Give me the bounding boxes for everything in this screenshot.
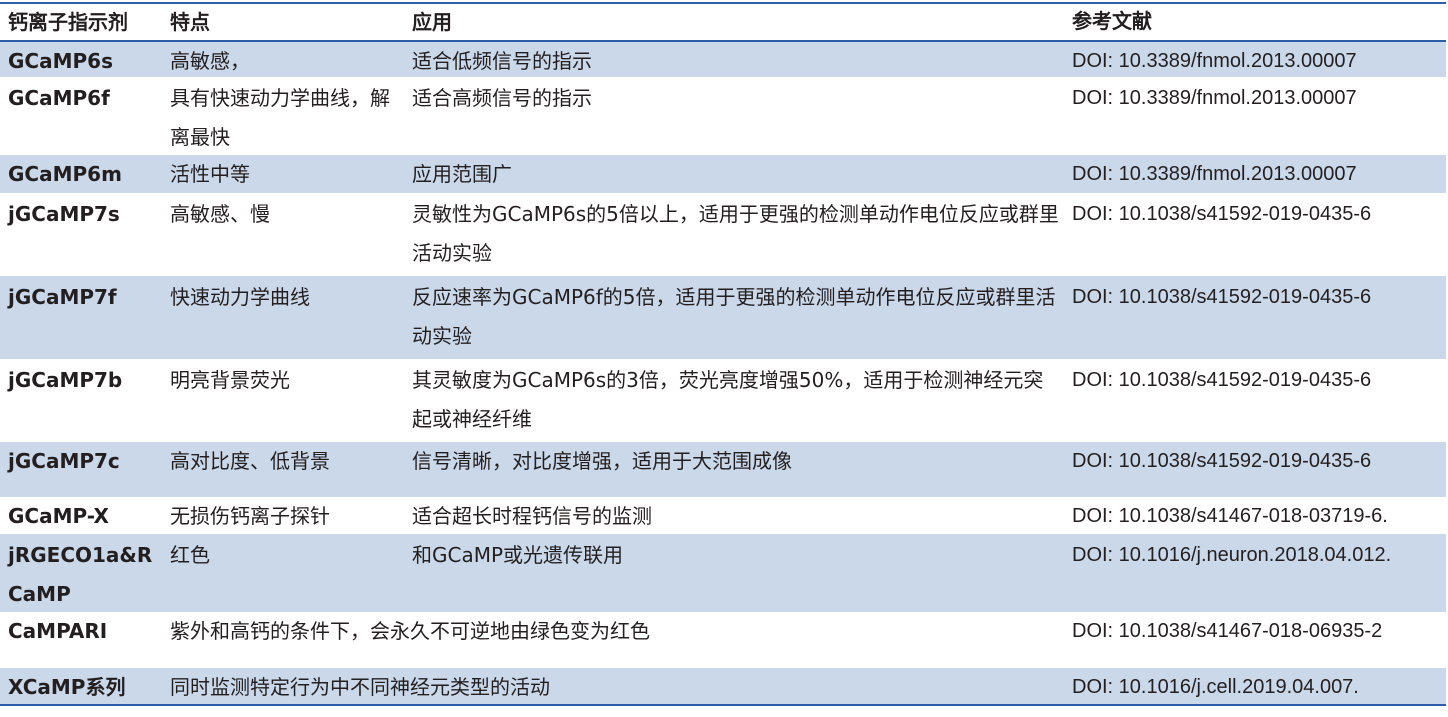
- feature-cell: 红色: [170, 543, 210, 567]
- table-row: GCaMP6s 高敏感， 适合低频信号的指示 DOI: 10.3389/fnmol.2…: [0, 42, 1446, 77]
- reference-cell: DOI: 10.1038/s41592-019-0435-6: [1072, 369, 1372, 391]
- reference-cell: DOI: 10.3389/fnmol.2013.00007: [1072, 87, 1357, 109]
- application-cell: 和GCaMP或光遗传联用: [412, 543, 624, 567]
- indicator-name: jRGECO1a&RCaMP: [8, 543, 153, 606]
- application-cell: 信号清晰，对比度增强，适用于大范围成像: [412, 449, 792, 473]
- feature-cell: 明亮背景荧光: [170, 368, 290, 392]
- reference-cell: DOI: 10.3389/fnmol.2013.00007: [1072, 163, 1357, 185]
- indicator-name: GCaMP6f: [8, 86, 110, 110]
- feature-cell: 紫外和高钙的条件下，会永久不可逆地由绿色变为红色: [170, 619, 650, 643]
- application-cell: 其灵敏度为GCaMP6s的3倍，荧光亮度增强50%，适用于检测神经元突起或神经纤…: [412, 368, 1044, 431]
- reference-cell: DOI: 10.1016/j.cell.2019.04.007.: [1072, 676, 1359, 698]
- table-row: XCaMP系列 同时监测特定行为中不同神经元类型的活动 DOI: 10.1016/j…: [0, 668, 1446, 704]
- reference-cell: DOI: 10.1038/s41467-018-03719-6.: [1072, 505, 1388, 527]
- reference-cell: DOI: 10.1038/s41592-019-0435-6: [1072, 450, 1372, 472]
- reference-cell: DOI: 10.1038/s41592-019-0435-6: [1072, 203, 1372, 225]
- indicator-name: GCaMP6m: [8, 162, 122, 186]
- reference-cell: DOI: 10.3389/fnmol.2013.00007: [1072, 50, 1357, 72]
- table-row: jGCaMP7s 高敏感、慢 灵敏性为GCaMP6s的5倍以上，适用于更强的检测单动…: [0, 193, 1446, 276]
- header-indicator: 钙离子指示剂: [8, 10, 128, 34]
- table-header: 钙离子指示剂 特点 应用 参考文献: [0, 4, 1446, 42]
- table-row: GCaMP6f 具有快速动力学曲线，解离最快 适合高频信号的指示 DOI: 10.33…: [0, 77, 1446, 155]
- feature-cell: 无损伤钙离子探针: [170, 504, 330, 528]
- table-row: jGCaMP7b 明亮背景荧光 其灵敏度为GCaMP6s的3倍，荧光亮度增强50%，…: [0, 359, 1446, 442]
- header-reference: 参考文献: [1072, 11, 1152, 33]
- feature-cell: 活性中等: [170, 162, 250, 186]
- table-row: GCaMP-X 无损伤钙离子探针 适合超长时程钙信号的监测 DOI: 10.1038/…: [0, 497, 1446, 534]
- indicator-name: jGCaMP7f: [8, 285, 117, 309]
- header-application: 应用: [412, 10, 452, 34]
- application-cell: 应用范围广: [412, 162, 512, 186]
- feature-cell: 快速动力学曲线: [170, 285, 310, 309]
- feature-cell: 同时监测特定行为中不同神经元类型的活动: [170, 675, 550, 699]
- indicator-name: GCaMP-X: [8, 504, 109, 528]
- indicator-name: XCaMP系列: [8, 675, 126, 699]
- reference-cell: DOI: 10.1016/j.neuron.2018.04.012.: [1072, 544, 1392, 566]
- feature-cell: 高敏感、慢: [170, 202, 270, 226]
- indicator-name: jGCaMP7s: [8, 202, 120, 226]
- header-feature: 特点: [170, 10, 210, 34]
- application-cell: 适合高频信号的指示: [412, 86, 592, 110]
- reference-cell: DOI: 10.1038/s41592-019-0435-6: [1072, 286, 1372, 308]
- table-row: jGCaMP7f 快速动力学曲线 反应速率为GCaMP6f的5倍，适用于更强的检测单…: [0, 276, 1446, 359]
- table-row: jRGECO1a&RCaMP 红色 和GCaMP或光遗传联用 DOI: 10.1016…: [0, 534, 1446, 612]
- table-row: jGCaMP7c 高对比度、低背景 信号清晰，对比度增强，适用于大范围成像 DOI: …: [0, 442, 1446, 497]
- reference-cell: DOI: 10.1038/s41467-018-06935-2: [1072, 620, 1383, 642]
- feature-cell: 高对比度、低背景: [170, 449, 330, 473]
- application-cell: 适合低频信号的指示: [412, 49, 592, 73]
- table-row: GCaMP6m 活性中等 应用范围广 DOI: 10.3389/fnmol.2013.…: [0, 155, 1446, 193]
- indicator-name: CaMPARI: [8, 619, 108, 643]
- feature-cell: 具有快速动力学曲线，解离最快: [170, 86, 390, 149]
- indicator-name: jGCaMP7b: [8, 368, 123, 392]
- indicator-name: GCaMP6s: [8, 49, 113, 73]
- application-cell: 反应速率为GCaMP6f的5倍，适用于更强的检测单动作电位反应或群里活动实验: [412, 285, 1056, 348]
- application-cell: 适合超长时程钙信号的监测: [412, 504, 652, 528]
- indicator-name: jGCaMP7c: [8, 449, 120, 473]
- feature-cell: 高敏感，: [170, 49, 250, 73]
- table-row: CaMPARI 紫外和高钙的条件下，会永久不可逆地由绿色变为红色 DOI: 10.1…: [0, 612, 1446, 668]
- application-cell: 灵敏性为GCaMP6s的5倍以上，适用于更强的检测单动作电位反应或群里活动实验: [412, 202, 1059, 265]
